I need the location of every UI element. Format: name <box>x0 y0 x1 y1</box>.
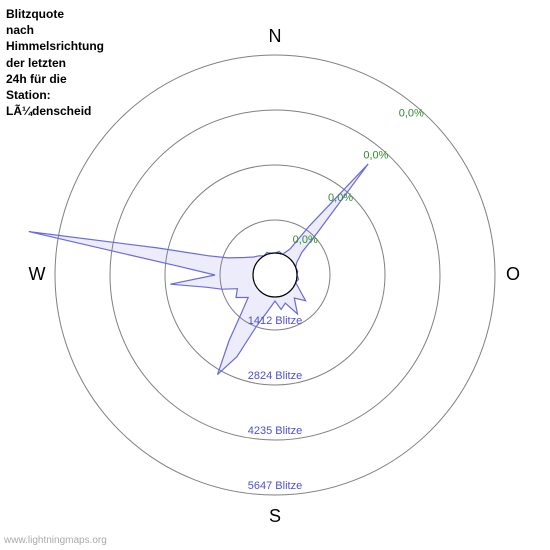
axis-label-e: O <box>506 264 520 284</box>
attribution: www.lightningmaps.org <box>4 535 107 546</box>
ring-label-count: 1412 Blitze <box>248 315 302 327</box>
ring-label-pct: 0,0% <box>328 192 353 204</box>
polar-chart: 1412 Blitze 2824 Blitze 4235 Blitze 5647 Bl… <box>0 0 550 550</box>
ring-label-pct: 0,0% <box>399 108 424 120</box>
axis-label-s: S <box>269 506 281 526</box>
center-circle <box>253 253 297 297</box>
ring-label-count: 5647 Blitze <box>248 480 302 492</box>
axis-label-n: N <box>269 26 282 46</box>
ring-label-count: 2824 Blitze <box>248 370 302 382</box>
ring-label-pct: 0,0% <box>293 234 318 246</box>
ring-label-count: 4235 Blitze <box>248 425 302 437</box>
axis-label-w: W <box>29 264 46 284</box>
ring-label-pct: 0,0% <box>363 150 388 162</box>
